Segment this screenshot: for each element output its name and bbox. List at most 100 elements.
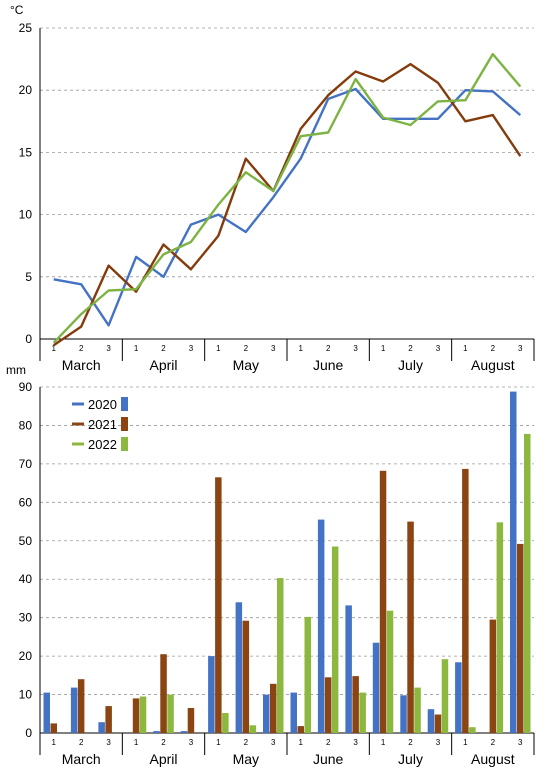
x-tick-label: 2: [491, 738, 496, 747]
bar-2020: [510, 391, 517, 733]
bar-2020: [290, 692, 297, 733]
bar-2021: [105, 706, 112, 733]
bar-2020: [235, 602, 243, 733]
x-tick-label: 2: [244, 738, 249, 747]
bar-2021: [352, 676, 359, 733]
y-tick-label: 80: [19, 418, 33, 432]
bar-2021: [215, 477, 222, 733]
x-tick-label: 3: [106, 738, 111, 747]
month-label: July: [398, 751, 423, 767]
bar-2021: [462, 468, 469, 733]
y-tick-label: 70: [19, 457, 33, 471]
bar-2021: [407, 521, 414, 733]
series-line-2022: [52, 52, 522, 344]
y-tick-label: 20: [19, 83, 33, 97]
bar-2020: [317, 519, 325, 733]
y-tick-label: 0: [25, 332, 32, 346]
month-label: April: [149, 357, 177, 373]
x-tick-label: 2: [408, 344, 413, 353]
x-tick-label: 2: [161, 344, 166, 353]
x-tick-label: 1: [51, 344, 56, 353]
x-tick-label: 3: [518, 344, 523, 353]
bar-2021: [270, 683, 277, 733]
bar-2022: [441, 659, 449, 733]
bar-2021: [160, 654, 167, 733]
x-tick-label: 2: [408, 738, 413, 747]
bar-2020: [372, 642, 380, 733]
series-line-2021: [53, 62, 522, 347]
legend-label: 2022: [88, 437, 117, 452]
x-tick-label: 1: [216, 738, 221, 747]
x-tick-label: 1: [134, 738, 139, 747]
bar-2020: [455, 662, 462, 733]
y-tick-label: 10: [19, 208, 33, 222]
legend-swatch-2020: [121, 397, 128, 411]
bar-2021: [187, 708, 195, 733]
x-tick-label: 1: [134, 344, 139, 353]
x-tick-label: 3: [106, 344, 111, 353]
month-label: March: [62, 751, 101, 767]
x-tick-label: 2: [491, 344, 496, 353]
month-label: May: [233, 751, 259, 767]
month-label: May: [233, 357, 259, 373]
bar-2020: [427, 709, 435, 733]
x-tick-label: 1: [381, 344, 386, 353]
bar-2021: [132, 698, 140, 733]
bar-2021: [50, 723, 57, 733]
x-tick-label: 3: [189, 738, 194, 747]
y-tick-label: 15: [19, 145, 33, 159]
x-tick-label: 1: [298, 344, 303, 353]
bar-2022: [222, 713, 229, 733]
bar-2021: [297, 726, 304, 733]
y-tick-label: 0: [25, 726, 32, 740]
y-tick-label: 25: [19, 21, 33, 35]
bar-2022: [524, 433, 531, 733]
bar-2021: [77, 679, 85, 733]
x-tick-label: 2: [326, 738, 331, 747]
y-tick-label: 90: [19, 380, 33, 394]
y-unit-label: °C: [10, 3, 24, 17]
x-tick-label: 3: [353, 344, 358, 353]
bar-2021: [379, 470, 387, 733]
bar-2022: [469, 727, 476, 733]
bar-2022: [359, 692, 366, 733]
y-tick-label: 30: [19, 611, 33, 625]
bar-2020: [153, 731, 160, 733]
bar-2020: [208, 656, 215, 733]
y-tick-label: 20: [19, 649, 33, 663]
x-tick-label: 2: [161, 738, 166, 747]
temperature-chart: °C 0 5 10 15 20 25 1 2 3 1 2 3 1 2 3 1 2 3 1 2 3 1 2 3 March April…: [10, 3, 535, 373]
bar-2021: [489, 619, 497, 733]
x-tick-label: 3: [518, 738, 523, 747]
x-tick-label: 3: [353, 738, 358, 747]
month-label: June: [313, 751, 344, 767]
bar-2020: [263, 694, 270, 733]
legend-swatch-2022: [121, 437, 128, 451]
y-tick-label: 40: [19, 572, 33, 586]
bar-2020: [70, 687, 78, 733]
y-unit-label: mm: [6, 363, 26, 377]
bar-2020: [400, 695, 407, 733]
y-tick-label: 10: [19, 688, 33, 702]
x-tick-label: 2: [326, 344, 331, 353]
bar-2022: [331, 546, 339, 733]
month-label: August: [471, 751, 515, 767]
month-label: August: [471, 357, 515, 373]
bar-2020: [345, 605, 352, 733]
x-tick-label: 2: [244, 344, 249, 353]
y-tick-label: 5: [25, 270, 32, 284]
bar-2022: [386, 610, 394, 733]
legend-label: 2021: [88, 417, 117, 432]
bar-2022: [139, 696, 147, 733]
bar-2021: [434, 714, 442, 733]
x-tick-label: 2: [79, 344, 84, 353]
x-tick-label: 1: [381, 738, 386, 747]
bar-2022: [414, 687, 421, 733]
legend-swatch-2021: [121, 417, 128, 431]
x-tick-label: 1: [298, 738, 303, 747]
x-tick-label: 1: [463, 344, 468, 353]
month-label: April: [149, 751, 177, 767]
bar-2022: [277, 578, 284, 733]
